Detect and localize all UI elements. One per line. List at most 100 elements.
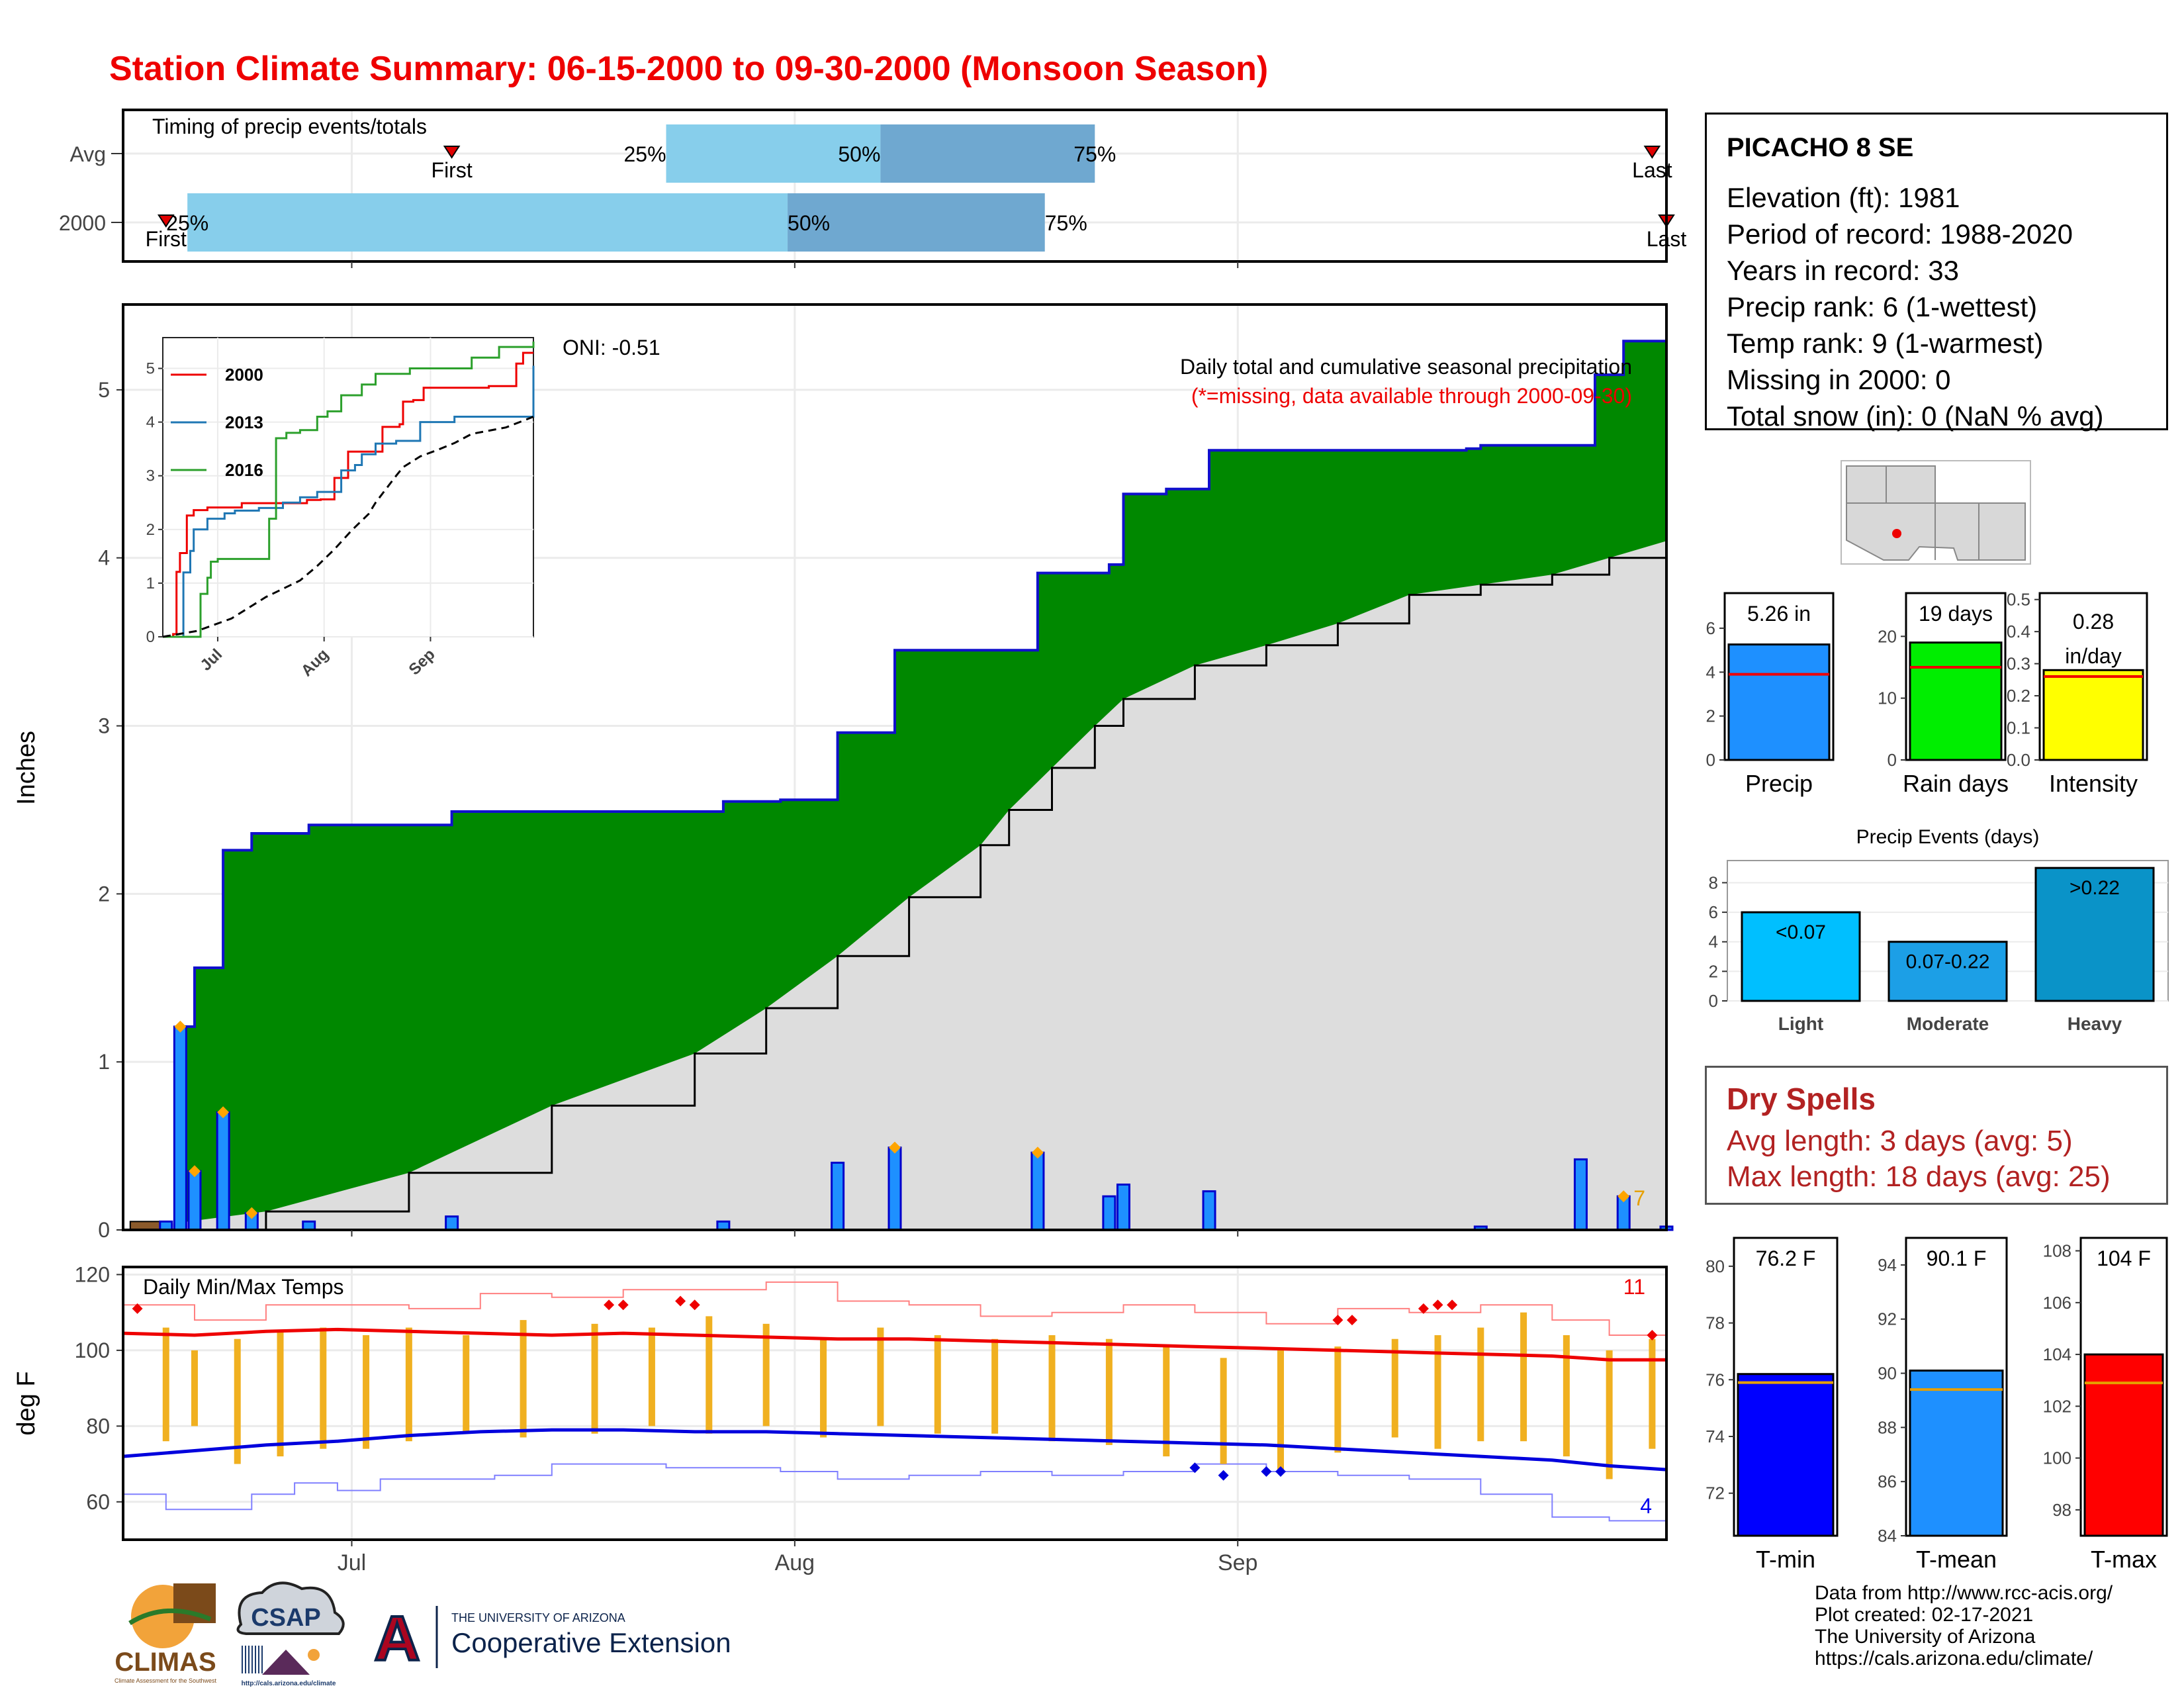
inset-y-tick-label: 5 [146, 360, 155, 378]
precip-y-tick-label: 1 [98, 1050, 110, 1074]
record-high-marker [675, 1295, 686, 1307]
timing-panel-border [122, 109, 1668, 263]
x-axis-tick-label: Aug [775, 1550, 815, 1575]
precip-y-label: Inches [13, 731, 40, 805]
climas-tagline: Climate Assessment for the Southwest [114, 1677, 217, 1684]
temperature-panel-border [122, 1266, 1668, 1541]
precip-chart-subtitle: (*=missing, data available through 2000-… [1191, 384, 1632, 408]
daily-temp-range-bar [191, 1350, 198, 1427]
station-precip-rank: Precip rank: 6 (1-wettest) [1727, 291, 2038, 322]
csap-mountain [262, 1650, 310, 1675]
daily-temp-range-bar [1391, 1338, 1398, 1438]
precip-y-tick-label: 3 [98, 714, 110, 738]
t-max-chart-y-tick-label: 102 [2043, 1396, 2071, 1416]
daily-temp-range-bar [877, 1327, 884, 1427]
ua-university-name: THE UNIVERSITY OF ARIZONA [451, 1611, 625, 1624]
temperature-chart-title: Daily Min/Max Temps [143, 1275, 343, 1299]
record-low-marker [1261, 1466, 1272, 1477]
t-mean-chart-value-label: 90.1 F [1927, 1246, 1987, 1270]
inset-series-line [163, 342, 535, 638]
precip-events-y-tick-label: 2 [1709, 961, 1718, 981]
daily-precip-bar [1573, 1158, 1588, 1231]
daily-precip-bar [1102, 1195, 1116, 1231]
record-high-marker [1432, 1299, 1443, 1311]
dry-spells-details: Avg length: 3 days (avg: 5) Max length: … [1727, 1123, 2111, 1195]
t-mean-chart-category-label: T-mean [1916, 1546, 1997, 1573]
t-mean-chart: 84 86 88 90 92 94 T-mean 90.1 F [1878, 1237, 2008, 1573]
daily-temp-range-bar [1477, 1327, 1484, 1442]
csap-cloud [236, 1581, 345, 1635]
t-mean-chart-y-tick-label: 90 [1878, 1364, 1897, 1383]
station-temp-rank: Temp rank: 9 (1-warmest) [1727, 328, 2044, 359]
daily-precip-bar [831, 1161, 845, 1231]
intensity-chart-y-tick-label: 0.3 [2007, 654, 2030, 674]
precip-y-tick-label: 4 [98, 546, 110, 570]
cumulative-precip-line [123, 340, 1666, 1231]
precip-chart-title: Daily total and cumulative seasonal prec… [1180, 355, 1632, 379]
t-min-chart: 72 74 76 78 80 T-min 76.2 F [1706, 1237, 1839, 1573]
daily-temp-range-bar [1277, 1350, 1284, 1472]
inset-y-tick-label: 3 [146, 467, 155, 485]
precip-events-y-tick-label: 6 [1709, 902, 1718, 922]
daily-precip-bar [887, 1147, 902, 1231]
timing-label-75: 75% [1073, 142, 1116, 166]
record-high-marker [1647, 1330, 1658, 1340]
intensity-chart-value-label: 0.28 [2073, 610, 2114, 633]
dry-spells-avg-length: Avg length: 3 days (avg: 5) [1727, 1125, 2073, 1157]
record-high-marker [1332, 1315, 1343, 1326]
intensity-chart-bar [2042, 669, 2144, 761]
station-details: Elevation (ft): 1981 Period of record: 1… [1727, 179, 2104, 434]
t-max-chart-value-label: 104 F [2097, 1246, 2151, 1270]
daily-temp-range-bar [820, 1338, 827, 1438]
temperature-y-tick-label: 120 [75, 1262, 110, 1286]
climas-wordmark: CLIMAS [114, 1648, 216, 1677]
precip-events-bar-label: <0.07 [1776, 921, 1826, 943]
precip-total-chart-y-tick-label: 4 [1706, 662, 1715, 682]
daily-temp-range-bar [762, 1323, 770, 1427]
page-title: Station Climate Summary: 06-15-2000 to 0… [109, 50, 1269, 88]
t-mean-chart-y-tick-label: 92 [1878, 1309, 1897, 1329]
intensity-chart-y-tick-label: 0.0 [2007, 750, 2030, 770]
record-high-count: 11 [1623, 1275, 1645, 1299]
timing-box-50-75 [788, 193, 1045, 252]
t-mean-chart-y-tick-label: 94 [1878, 1255, 1897, 1275]
t-max-chart-y-tick-label: 100 [2043, 1448, 2071, 1468]
precip-events-bar [1888, 941, 2008, 1002]
rain-days-chart: 0 10 20 Rain days 19 days [1878, 592, 2009, 797]
daily-temp-range-bar [1520, 1312, 1527, 1442]
t-min-chart-bar [1737, 1373, 1835, 1537]
temperature-panel: Daily Min/Max Temps 11 4 60 80 100 120 deg F Jul… [13, 1262, 1668, 1575]
record-low-marker [1275, 1466, 1286, 1477]
daily-temp-range-bar [162, 1327, 169, 1442]
record-max-line [123, 1281, 1667, 1347]
inset-legend-label: 2013 [225, 412, 263, 432]
precip-events-y-tick-label: 4 [1709, 932, 1718, 952]
record-low-marker [1189, 1462, 1201, 1474]
daily-temp-range-bar [1434, 1335, 1441, 1449]
credit-university: The University of Arizona [1815, 1626, 2036, 1648]
intensity-chart-y-tick-label: 0.2 [2007, 686, 2030, 706]
credit-plot-created: Plot created: 02-17-2021 [1815, 1604, 2034, 1626]
precip-total-chart-value-label: 5.26 in [1747, 602, 1811, 626]
temperature-y-tick-label: 100 [75, 1338, 110, 1362]
daily-temp-range-bar [705, 1316, 713, 1434]
inset-y-tick-label: 1 [146, 575, 155, 592]
daily-temp-range-bar [1048, 1335, 1056, 1442]
intensity-chart-category-label: Intensity [2049, 770, 2138, 797]
daily-precip-bar [187, 1170, 202, 1231]
daily-precip-bar [1116, 1183, 1130, 1231]
t-min-chart-y-tick-label: 80 [1706, 1256, 1725, 1276]
precip-events-bar [2034, 867, 2155, 1002]
record-low-count: 4 [1640, 1494, 1652, 1518]
average-cumulative-area [123, 541, 1666, 1230]
t-min-chart-y-tick-label: 72 [1706, 1483, 1725, 1503]
ua-cooperative-extension: Cooperative Extension [451, 1627, 731, 1658]
csap-url: http://cals.arizona.edu/climate [242, 1680, 336, 1687]
precip-events-bar-label: >0.22 [2070, 877, 2120, 899]
precip-total-chart-y-tick-label: 2 [1706, 706, 1715, 726]
daily-temp-range-bar [234, 1338, 241, 1464]
rain-days-chart-bar [1909, 641, 2003, 761]
t-max-chart-y-tick-label: 104 [2043, 1344, 2071, 1364]
daily-temp-range-bar [1563, 1335, 1570, 1457]
